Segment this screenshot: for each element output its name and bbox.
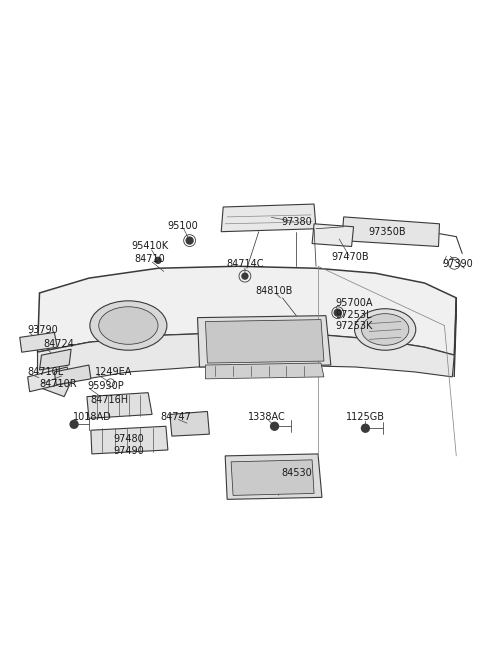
Text: 84724: 84724 — [44, 339, 74, 349]
Ellipse shape — [90, 301, 167, 350]
Text: 95100: 95100 — [168, 221, 198, 231]
Polygon shape — [37, 267, 456, 355]
Polygon shape — [91, 426, 168, 454]
Circle shape — [361, 424, 370, 432]
Text: 1018AD: 1018AD — [73, 412, 112, 422]
Text: 97470B: 97470B — [332, 252, 370, 262]
Polygon shape — [312, 224, 354, 246]
Circle shape — [155, 257, 161, 263]
Polygon shape — [454, 298, 456, 377]
Text: 95700A: 95700A — [336, 298, 373, 308]
Text: 95410K: 95410K — [132, 242, 168, 252]
Text: 97380: 97380 — [281, 217, 312, 227]
Text: 97253L: 97253L — [336, 310, 372, 320]
Circle shape — [271, 422, 278, 430]
Text: 97490: 97490 — [113, 446, 144, 456]
Text: 84716H: 84716H — [91, 394, 129, 405]
Text: 1125GB: 1125GB — [346, 412, 385, 422]
Polygon shape — [205, 363, 324, 379]
Text: 97253K: 97253K — [336, 322, 373, 331]
Ellipse shape — [99, 307, 158, 345]
Text: 84710L: 84710L — [28, 367, 64, 377]
Polygon shape — [198, 316, 331, 367]
Polygon shape — [87, 393, 152, 419]
Text: 97480: 97480 — [113, 434, 144, 444]
Text: 97350B: 97350B — [368, 227, 406, 236]
Text: 84710R: 84710R — [39, 379, 77, 388]
Text: 1338AC: 1338AC — [248, 412, 286, 422]
Polygon shape — [170, 411, 209, 436]
Polygon shape — [54, 365, 91, 384]
Polygon shape — [205, 320, 324, 363]
Ellipse shape — [355, 309, 416, 350]
Polygon shape — [39, 349, 71, 370]
Polygon shape — [20, 333, 57, 352]
Polygon shape — [28, 367, 71, 392]
Text: 84530: 84530 — [281, 468, 312, 477]
Ellipse shape — [361, 314, 409, 345]
Circle shape — [334, 309, 341, 316]
Polygon shape — [231, 460, 314, 495]
Text: 93790: 93790 — [28, 326, 59, 335]
Polygon shape — [37, 343, 89, 397]
Polygon shape — [342, 217, 440, 246]
Text: 84810B: 84810B — [256, 286, 293, 296]
Polygon shape — [37, 333, 454, 386]
Text: 84747: 84747 — [160, 412, 191, 422]
Polygon shape — [221, 204, 316, 232]
Circle shape — [70, 421, 78, 428]
Text: 84710: 84710 — [135, 254, 166, 265]
Text: 1249EA: 1249EA — [95, 367, 132, 377]
Text: 84714C: 84714C — [226, 259, 264, 269]
Text: 95930P: 95930P — [87, 381, 124, 390]
Polygon shape — [225, 454, 322, 499]
Circle shape — [242, 273, 248, 279]
Text: 97390: 97390 — [443, 259, 473, 269]
Circle shape — [186, 237, 193, 244]
